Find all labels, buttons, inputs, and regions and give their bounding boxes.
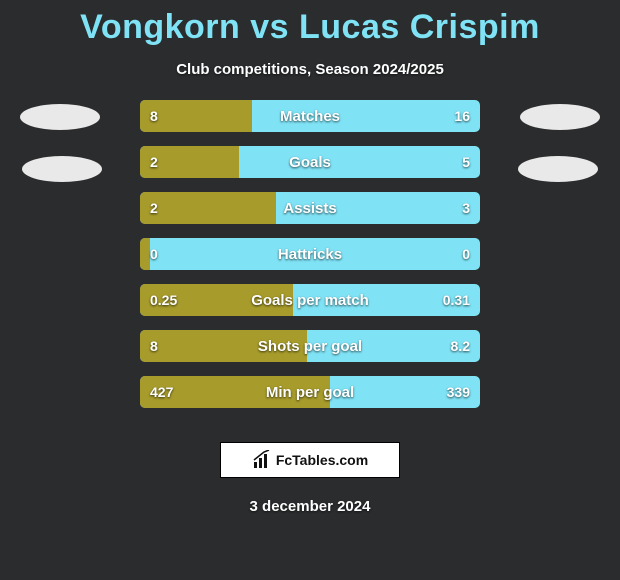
fctables-logo[interactable]: FcTables.com [220, 442, 400, 478]
stat-label: Matches [140, 100, 480, 132]
stat-bar: 00Hattricks [140, 238, 480, 270]
chart-icon [252, 450, 272, 470]
player-right-avatar-placeholder [520, 104, 600, 130]
stat-bar: 25Goals [140, 146, 480, 178]
stat-label: Goals per match [140, 284, 480, 316]
stat-bars-container: 816Matches 25Goals 23Assists 00Hattricks 0.2… [140, 100, 480, 422]
stat-bar: 88.2Shots per goal [140, 330, 480, 362]
stat-bar: 427339Min per goal [140, 376, 480, 408]
player-left-avatar-shadow [22, 156, 102, 182]
stat-label: Shots per goal [140, 330, 480, 362]
stat-bar: 0.250.31Goals per match [140, 284, 480, 316]
player-left-avatar-placeholder [20, 104, 100, 130]
stat-bar: 23Assists [140, 192, 480, 224]
stat-label: Hattricks [140, 238, 480, 270]
page-subtitle: Club competitions, Season 2024/2025 [0, 61, 620, 78]
comparison-arena: 816Matches 25Goals 23Assists 00Hattricks 0.2… [0, 100, 620, 420]
stat-label: Goals [140, 146, 480, 178]
stat-label: Min per goal [140, 376, 480, 408]
report-date: 3 december 2024 [0, 498, 620, 515]
stat-label: Assists [140, 192, 480, 224]
player-right-avatar-shadow [518, 156, 598, 182]
logo-text: FcTables.com [276, 452, 368, 468]
page-title: Vongkorn vs Lucas Crispim [0, 0, 620, 47]
stat-bar: 816Matches [140, 100, 480, 132]
